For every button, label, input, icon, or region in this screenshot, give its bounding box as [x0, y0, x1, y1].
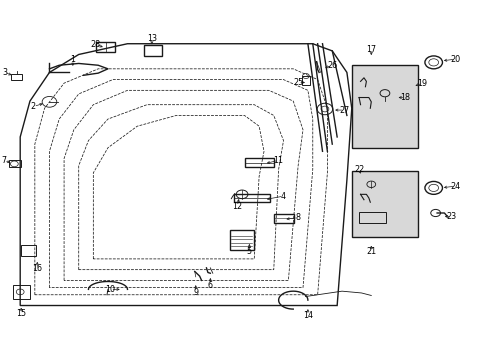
Bar: [273, 214, 294, 223]
Text: 26: 26: [326, 61, 337, 70]
Bar: [233, 194, 270, 202]
Text: 6: 6: [207, 280, 212, 289]
Text: 22: 22: [353, 165, 364, 174]
Text: 13: 13: [146, 34, 157, 43]
Text: 24: 24: [449, 181, 460, 190]
Text: 3: 3: [2, 68, 7, 77]
Bar: [351, 171, 417, 237]
Text: 10: 10: [105, 285, 115, 294]
Text: 18: 18: [400, 93, 409, 102]
Text: 1: 1: [70, 55, 75, 64]
Text: 25: 25: [292, 78, 303, 87]
Bar: [351, 65, 417, 148]
Bar: [96, 42, 115, 52]
Text: 23: 23: [446, 212, 456, 221]
Bar: [11, 74, 22, 80]
Bar: [21, 244, 36, 256]
Text: 15: 15: [16, 309, 26, 318]
Text: 27: 27: [339, 105, 349, 114]
Text: 12: 12: [232, 202, 242, 211]
Bar: [245, 158, 273, 167]
Text: 9: 9: [193, 288, 198, 297]
Bar: [13, 285, 30, 299]
Text: 11: 11: [273, 156, 283, 165]
Text: 28: 28: [91, 40, 101, 49]
Text: 5: 5: [246, 247, 251, 256]
Text: 17: 17: [366, 45, 376, 54]
Text: 20: 20: [449, 55, 460, 64]
Text: 16: 16: [32, 265, 42, 274]
Bar: [302, 76, 309, 85]
Bar: [9, 160, 21, 167]
Bar: [229, 230, 254, 250]
Text: 7: 7: [1, 156, 7, 165]
Text: 19: 19: [417, 79, 427, 88]
Text: 4: 4: [281, 192, 285, 201]
Text: 21: 21: [366, 247, 376, 256]
Bar: [143, 45, 162, 55]
Text: 14: 14: [302, 311, 312, 320]
Bar: [358, 212, 385, 223]
Text: 8: 8: [295, 213, 300, 222]
Text: 2: 2: [31, 102, 36, 111]
